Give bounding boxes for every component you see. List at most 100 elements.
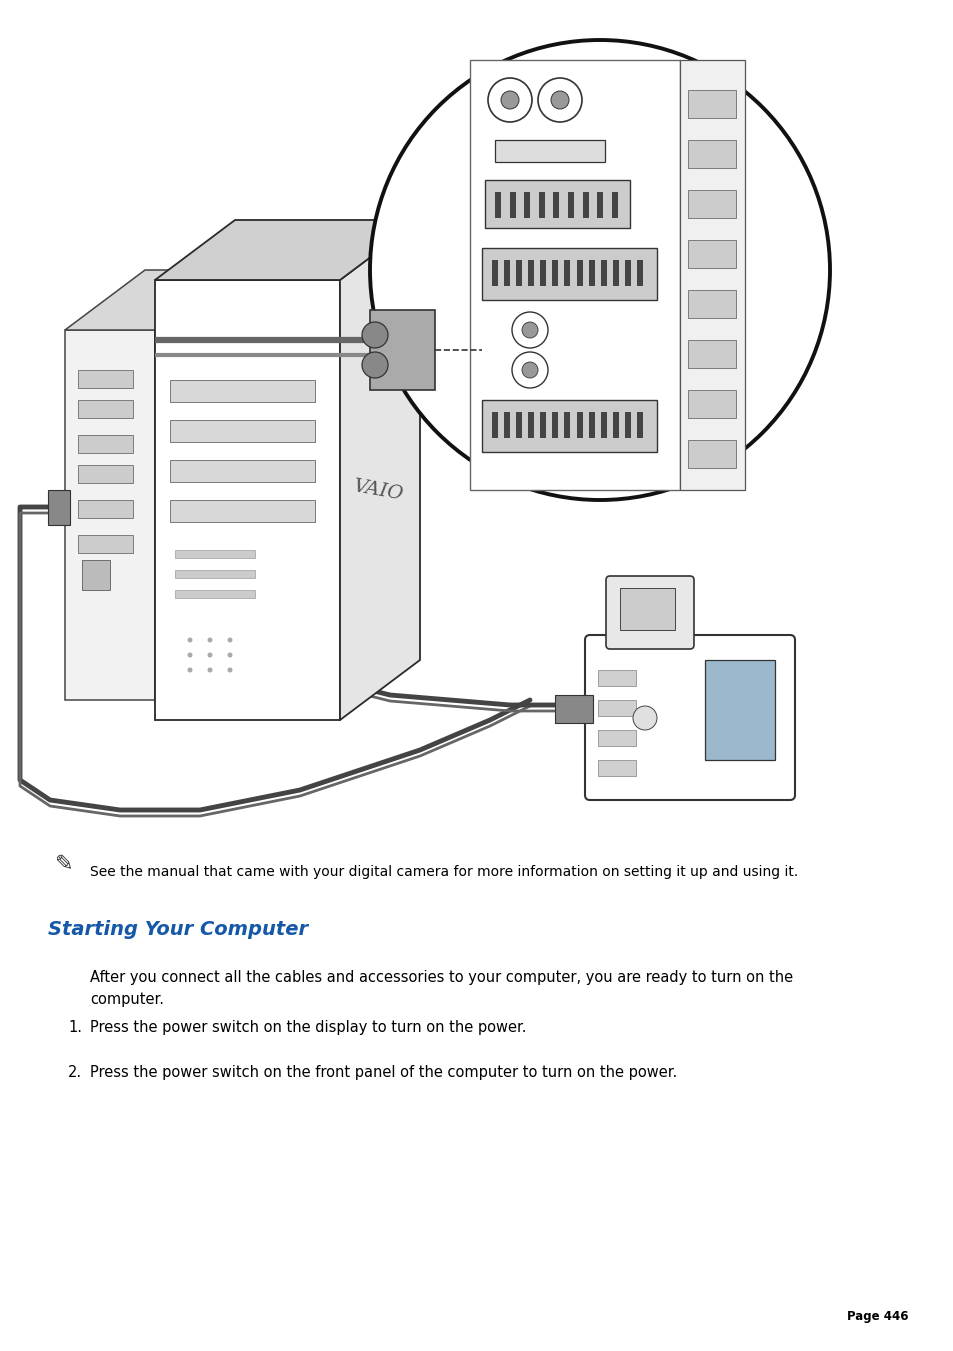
Bar <box>564 412 570 438</box>
Bar <box>568 192 574 218</box>
Bar <box>170 500 314 521</box>
Bar <box>553 192 558 218</box>
Polygon shape <box>154 280 339 720</box>
Bar <box>174 550 254 558</box>
Circle shape <box>208 653 213 658</box>
Bar <box>48 490 70 526</box>
Polygon shape <box>154 270 234 700</box>
Bar <box>170 459 314 482</box>
FancyBboxPatch shape <box>584 635 794 800</box>
Bar <box>576 412 582 438</box>
Bar <box>528 259 534 286</box>
Bar <box>687 340 735 367</box>
Bar <box>552 412 558 438</box>
Bar <box>612 192 618 218</box>
Bar <box>78 370 132 388</box>
Circle shape <box>370 41 829 500</box>
Bar <box>539 412 546 438</box>
Circle shape <box>500 91 518 109</box>
Text: Press the power switch on the front panel of the computer to turn on the power.: Press the power switch on the front pane… <box>90 1065 677 1079</box>
Bar <box>612 412 618 438</box>
Bar <box>588 259 594 286</box>
Bar <box>174 570 254 578</box>
Bar <box>481 400 657 453</box>
Bar <box>370 309 435 390</box>
Circle shape <box>488 78 532 122</box>
Bar <box>687 190 735 218</box>
Bar <box>619 588 675 630</box>
Circle shape <box>208 667 213 673</box>
Bar <box>170 380 314 403</box>
Bar <box>503 412 510 438</box>
Circle shape <box>512 353 547 388</box>
Bar <box>78 465 132 484</box>
Circle shape <box>227 638 233 643</box>
Circle shape <box>227 667 233 673</box>
Bar <box>687 390 735 417</box>
Bar <box>600 259 606 286</box>
Bar <box>48 844 80 884</box>
Bar <box>470 59 679 490</box>
Bar <box>495 141 604 162</box>
Bar <box>588 412 594 438</box>
Bar <box>600 412 606 438</box>
Bar <box>598 761 636 775</box>
Bar <box>598 730 636 746</box>
Circle shape <box>227 653 233 658</box>
Bar <box>687 240 735 267</box>
Bar <box>598 700 636 716</box>
Bar <box>509 192 515 218</box>
Bar <box>597 192 602 218</box>
Polygon shape <box>65 270 234 330</box>
Text: Press the power switch on the display to turn on the power.: Press the power switch on the display to… <box>90 1020 526 1035</box>
Circle shape <box>551 91 568 109</box>
Circle shape <box>361 353 388 378</box>
Bar <box>170 420 314 442</box>
Bar <box>492 412 497 438</box>
Bar <box>30 9 933 830</box>
Bar <box>637 259 642 286</box>
Bar <box>539 259 546 286</box>
Circle shape <box>208 638 213 643</box>
Bar <box>576 259 582 286</box>
Circle shape <box>188 653 193 658</box>
Circle shape <box>188 638 193 643</box>
Bar <box>524 192 530 218</box>
Circle shape <box>512 312 547 349</box>
Bar <box>582 192 588 218</box>
Bar <box>174 590 254 598</box>
Text: Page 446: Page 446 <box>846 1310 908 1323</box>
Bar <box>552 259 558 286</box>
Bar <box>612 259 618 286</box>
Bar <box>687 91 735 118</box>
Polygon shape <box>154 220 419 280</box>
Circle shape <box>361 322 388 349</box>
Bar <box>687 440 735 467</box>
Text: 1.: 1. <box>68 1020 82 1035</box>
Bar <box>624 259 630 286</box>
Text: computer.: computer. <box>90 992 164 1006</box>
Text: Starting Your Computer: Starting Your Computer <box>48 920 308 939</box>
Circle shape <box>521 322 537 338</box>
Bar <box>78 500 132 517</box>
Bar <box>78 535 132 553</box>
Polygon shape <box>65 330 154 700</box>
Bar <box>492 259 497 286</box>
Bar <box>78 400 132 417</box>
Text: After you connect all the cables and accessories to your computer, you are ready: After you connect all the cables and acc… <box>90 970 792 985</box>
Bar <box>516 259 521 286</box>
Text: ✎: ✎ <box>54 854 73 874</box>
Bar <box>564 259 570 286</box>
Bar <box>637 412 642 438</box>
Bar <box>679 59 744 490</box>
Text: See the manual that came with your digital camera for more information on settin: See the manual that came with your digit… <box>90 865 798 880</box>
FancyBboxPatch shape <box>605 576 693 648</box>
Bar <box>481 249 657 300</box>
Bar <box>704 661 774 761</box>
Bar <box>503 259 510 286</box>
Bar <box>516 412 521 438</box>
Circle shape <box>521 362 537 378</box>
Text: 2.: 2. <box>68 1065 82 1079</box>
Bar <box>598 670 636 686</box>
Circle shape <box>633 707 657 730</box>
